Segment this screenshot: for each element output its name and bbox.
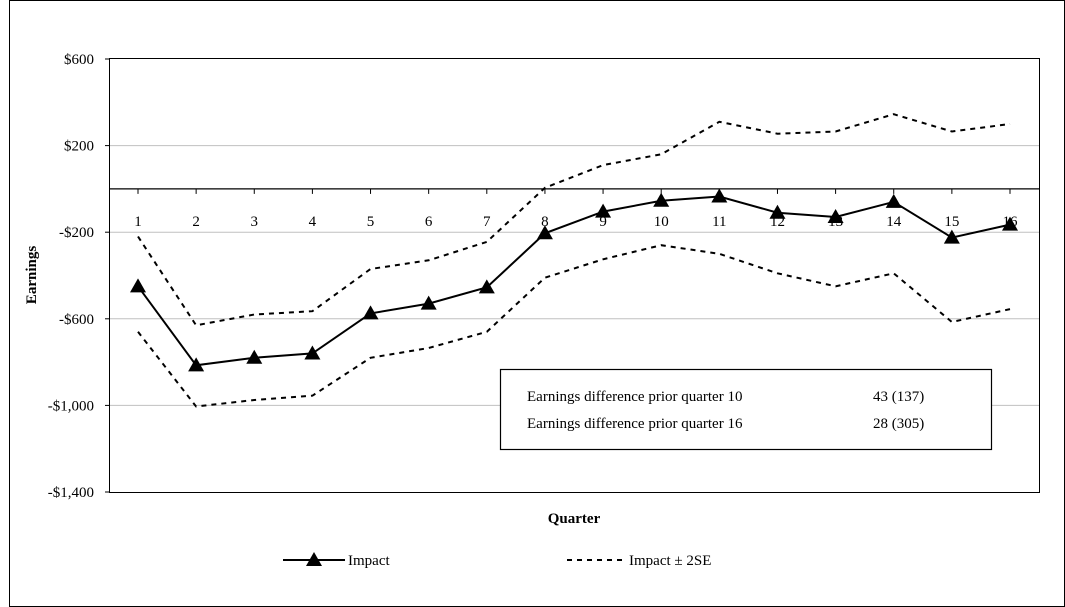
chart-frame [9,0,1065,607]
y-tick-label: -$1,400 [48,485,94,501]
x-axis-title: Quarter [548,511,601,527]
x-axis: 12345678910111213141516 [110,188,1039,230]
annotation-row-2-value: 28 (305) [873,416,924,432]
x-tick-label: 3 [251,214,259,230]
x-tick-label: 4 [309,214,317,230]
y-tick-label: -$1,000 [48,398,94,414]
data-point [711,188,728,203]
x-tick-label: 6 [425,214,433,230]
x-tick-label: 15 [944,214,959,230]
data-point [653,192,670,207]
x-tick-label: 1 [134,214,142,230]
markers [130,188,1018,372]
data-point [420,295,437,310]
plot-area-border [109,58,1040,493]
x-tick-label: 11 [712,214,726,230]
y-tick-label: -$600 [59,312,94,328]
annotation-box-border [499,368,993,451]
legend: Impact Impact ± 2SE [283,552,711,569]
annotation-row-1-value: 43 (137) [873,389,924,405]
data-point [130,278,146,293]
data-point [827,209,844,224]
y-tick-label: -$200 [59,225,94,241]
annotation-row-1-label: Earnings difference prior quarter 10 [527,389,742,405]
x-tick-label: 8 [541,214,549,230]
data-point [536,225,553,240]
series-line-0 [137,195,1011,367]
data-point [304,345,321,360]
legend-impact-label: Impact [348,553,390,569]
y-tick-label: $200 [64,139,94,155]
x-tick-label: 5 [367,214,375,230]
legend-impact-marker [306,552,322,566]
legend-se-label: Impact ± 2SE [629,553,711,569]
data-point [769,204,786,219]
annotation-row-2-label: Earnings difference prior quarter 16 [527,416,743,432]
x-tick-label: 14 [886,214,902,230]
data-point [1002,216,1018,231]
data-point [595,203,612,218]
x-tick-label: 9 [599,214,607,230]
series-line-1 [137,113,1011,327]
y-axis-title: Earnings [24,246,40,305]
data-point [246,349,263,364]
data-point [885,193,902,208]
data-point [362,305,379,320]
annotation-box: Earnings difference prior quarter 10 43 … [499,368,993,451]
series-line-2 [137,244,1011,408]
x-tick-label: 10 [654,214,669,230]
y-tick-label: $600 [64,52,94,68]
y-axis-ticks: $600 $200 -$200 -$600 -$1,000 -$1,400 [48,52,110,501]
x-tick-label: 7 [483,214,491,230]
data-point [188,357,205,372]
data-point [943,229,960,244]
x-tick-label: 2 [192,214,200,230]
data-point [478,279,495,294]
series-lines [137,113,1011,408]
